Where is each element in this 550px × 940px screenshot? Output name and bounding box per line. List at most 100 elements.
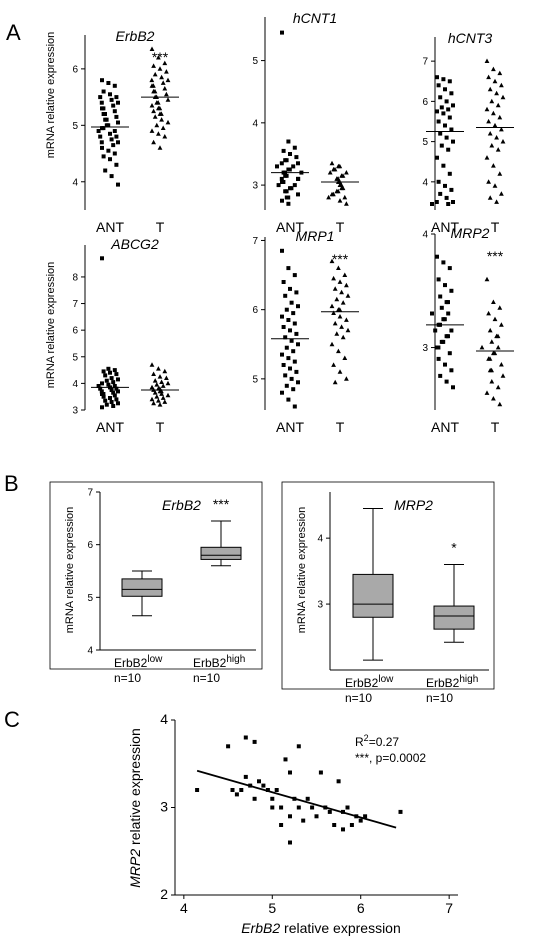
chart-4-mrp1-ant-point-16	[294, 331, 299, 336]
chart-3-abcg2-category-ant: ANT	[96, 419, 124, 435]
chart-5-mrp2-ant-point-17	[433, 328, 438, 333]
chart-4-mrp1-ant-point-15	[288, 328, 292, 333]
chart-3-abcg2-ytick-label-5: 5	[72, 352, 78, 363]
chart-4-mrp1-t-point-28	[332, 379, 338, 385]
chart-2-hcnt3-t-point-28	[487, 195, 493, 200]
chart-0-erbb2-ant-point-36	[101, 154, 106, 159]
chart-3-abcg2-category-t: T	[156, 419, 165, 435]
b-erbb2-frame	[49, 481, 263, 670]
chart-3-abcg2-t-point-6	[152, 378, 158, 383]
panel-letter-b: B	[4, 471, 19, 496]
b-mrp2-ylabel: mRNA relative expression	[296, 507, 308, 634]
chart-4-mrp1-ant-point-28	[283, 373, 288, 378]
chart-4-mrp1-ant-point-5	[294, 290, 299, 295]
chart-5-mrp2-ant-point-4	[443, 283, 447, 288]
chart-2-hcnt3-t-point-0	[484, 58, 490, 63]
chart-4-mrp1-ytick-label-6: 6	[252, 305, 258, 316]
chart-3-abcg2-t-point-21	[160, 395, 166, 400]
chart-4-mrp1-ant-point-2	[292, 273, 297, 278]
chart-0-erbb2-t-point-6	[152, 71, 158, 77]
chart-0-erbb2-t-point-30	[165, 119, 171, 125]
chart-2-hcnt3-ant-point-8	[451, 103, 455, 108]
chart-3-abcg2-t-point-7	[159, 379, 164, 384]
chart-2-hcnt3-ant-point-23	[441, 163, 446, 168]
chart-1-hcnt1-ant-point-25	[276, 183, 281, 188]
chart-3-abcg2-ytick-label-8: 8	[72, 272, 78, 283]
chart-3-abcg2-t-point-2	[162, 368, 168, 374]
chart-3-abcg2-t-point-25	[151, 400, 156, 406]
chart-4-mrp1-ant-point-18	[289, 338, 294, 343]
chart-7-mrp2-ytick-label-4: 4	[317, 534, 323, 545]
chart-8-regression-point-32	[332, 823, 337, 827]
chart-6-erbb2-ytick-label-6: 6	[87, 540, 93, 551]
chart-8-regression-point-15	[274, 788, 279, 792]
chart-1-hcnt1-ant-point-18	[284, 173, 289, 178]
chart-6-erbb2-ytick-label-7: 7	[87, 488, 93, 499]
chart-5-mrp2-t-point-1	[491, 299, 496, 304]
chart-4-mrp1-category-t: T	[336, 419, 345, 435]
chart-1-hcnt1-t-point-5	[344, 170, 349, 175]
chart-8-regression-point-36	[345, 805, 350, 810]
chart-3-abcg2-ant-point-21	[111, 390, 116, 395]
chart-0-erbb2-ant-point-19	[116, 120, 120, 125]
chart-8-regression-point-20	[288, 814, 292, 819]
chart-3-abcg2-ant-point-19	[116, 389, 120, 394]
chart-2-hcnt3-ant-point-16	[449, 127, 454, 132]
chart-2-hcnt3-t-point-29	[494, 199, 499, 204]
c-xlabel: ErbB2 relative expression	[241, 920, 401, 936]
chart-7-mrp2-box-low-iqr	[352, 573, 394, 618]
chart-2-hcnt3-ant-point-28	[438, 191, 443, 196]
chart-8-regression-point-19	[288, 770, 292, 775]
chart-0-erbb2-t-point-10	[160, 80, 166, 85]
chart-3-abcg2-ant-point-10	[111, 380, 116, 385]
a-ylabel-row2: mRNA relative expression	[45, 262, 57, 389]
chart-0-erbb2-ant-point-35	[112, 151, 117, 156]
chart-1-hcnt1-t-point-8	[340, 173, 346, 178]
chart-2-hcnt3-ant-point-4	[443, 87, 447, 92]
chart-0-erbb2-ant-point-6	[98, 95, 103, 100]
chart-4-mrp1-t-point-13	[337, 307, 343, 312]
chart-8-regression-point-29	[318, 770, 323, 775]
chart-4-mrp1: 5 6 7 ANT T MRP1 ***	[252, 228, 359, 435]
chart-8-regression-point-17	[279, 823, 284, 827]
chart-0-erbb2-ytick-label-5: 5	[72, 121, 78, 132]
chart-4-mrp1-ant-point-3	[281, 280, 286, 284]
chart-0-erbb2-ant-point-8	[116, 100, 120, 105]
chart-4-mrp1-ant-point-20	[284, 345, 289, 350]
chart-1-hcnt1-t-point-6	[327, 170, 333, 175]
chart-3-abcg2-ytick-label-7: 7	[72, 299, 78, 310]
chart-4-mrp1-t-point-5	[344, 282, 349, 288]
chart-4-mrp1-t-point-25	[331, 362, 336, 367]
chart-7-mrp2-ytick-label-3: 3	[317, 600, 323, 611]
chart-1-hcnt1-ant-point-8	[296, 161, 300, 166]
chart-0-erbb2-t-point-4	[157, 66, 163, 71]
chart-2-hcnt3-ant-point-19	[451, 139, 455, 144]
chart-0-erbb2-t-point-34	[156, 131, 161, 136]
chart-1-hcnt1-t-point-26	[337, 198, 343, 203]
chart-4-mrp1-t-point-4	[337, 279, 343, 284]
chart-3-abcg2-ant-point-31	[104, 402, 109, 407]
chart-7-mrp2-significance: *	[451, 540, 457, 556]
chart-2-hcnt3-t-point-11	[484, 106, 490, 112]
chart-2-hcnt3-ant-point-31	[434, 200, 439, 204]
chart-0-erbb2-t-point-5	[164, 69, 169, 74]
chart-3-abcg2-ant-point-1	[106, 366, 111, 371]
chart-4-mrp1-t-point-7	[339, 289, 344, 295]
chart-4-mrp1-ant-point-29	[289, 376, 294, 381]
chart-2-hcnt3-ant-point-10	[446, 107, 451, 112]
chart-8-regression-p-annotation: ***, p=0.0002	[355, 751, 426, 765]
chart-5-mrp2-ant-point-11	[430, 311, 434, 316]
chart-4-mrp1-ant-point-26	[288, 366, 292, 371]
chart-1-hcnt1-ant-point-3	[281, 148, 286, 153]
chart-8-regression-point-10	[257, 779, 261, 784]
chart-2-hcnt3-t-point-13	[497, 114, 503, 120]
chart-4-mrp1-ant-point-31	[284, 383, 289, 388]
chart-5-mrp2-ant-point-19	[446, 334, 450, 339]
chart-8-regression-point-41	[398, 809, 403, 814]
chart-4-mrp1-t-point-11	[329, 303, 335, 309]
chart-3-abcg2-t-point-5	[164, 375, 169, 380]
chart-0-erbb2-ant-point-34	[106, 148, 111, 153]
chart-2-hcnt3-ant-point-14	[436, 119, 441, 124]
chart-5-mrp2-t-point-2	[497, 305, 503, 310]
chart-2-hcnt3-ant-point-30	[451, 200, 455, 204]
